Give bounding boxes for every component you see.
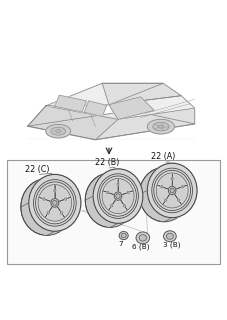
Ellipse shape <box>111 204 113 207</box>
Ellipse shape <box>178 199 180 201</box>
Ellipse shape <box>51 127 66 135</box>
Ellipse shape <box>93 169 143 223</box>
Polygon shape <box>28 110 195 140</box>
Ellipse shape <box>46 124 71 138</box>
Ellipse shape <box>152 168 192 213</box>
Ellipse shape <box>114 192 122 200</box>
Polygon shape <box>109 97 154 119</box>
Ellipse shape <box>161 186 163 188</box>
Ellipse shape <box>47 212 49 214</box>
Polygon shape <box>39 196 52 202</box>
Polygon shape <box>109 96 195 119</box>
Ellipse shape <box>153 122 169 131</box>
Ellipse shape <box>147 163 197 218</box>
Polygon shape <box>57 205 65 218</box>
Polygon shape <box>28 106 118 140</box>
Ellipse shape <box>168 186 176 195</box>
Ellipse shape <box>170 188 174 193</box>
Text: 7: 7 <box>118 241 123 247</box>
Polygon shape <box>58 196 71 202</box>
Ellipse shape <box>51 198 59 207</box>
Ellipse shape <box>98 174 138 219</box>
Polygon shape <box>171 173 173 187</box>
Ellipse shape <box>85 173 135 228</box>
Text: 22 (B): 22 (B) <box>94 158 119 167</box>
Polygon shape <box>102 83 181 105</box>
Ellipse shape <box>165 199 167 201</box>
Text: 22 (C): 22 (C) <box>25 164 49 173</box>
Ellipse shape <box>127 191 129 194</box>
Ellipse shape <box>164 231 176 242</box>
Text: 3 (B): 3 (B) <box>163 241 181 248</box>
Text: 6 (B): 6 (B) <box>132 244 150 250</box>
Polygon shape <box>121 190 133 195</box>
Ellipse shape <box>171 177 173 180</box>
Ellipse shape <box>139 235 147 241</box>
Polygon shape <box>84 101 107 116</box>
Ellipse shape <box>121 233 126 238</box>
Ellipse shape <box>102 179 134 214</box>
Ellipse shape <box>53 200 57 205</box>
Ellipse shape <box>158 125 164 128</box>
Polygon shape <box>162 193 170 205</box>
Polygon shape <box>44 205 53 218</box>
Ellipse shape <box>100 176 136 216</box>
Ellipse shape <box>116 194 120 198</box>
Ellipse shape <box>94 179 131 219</box>
Ellipse shape <box>30 185 69 227</box>
Polygon shape <box>95 108 195 140</box>
Ellipse shape <box>60 212 63 214</box>
Ellipse shape <box>56 130 61 132</box>
Polygon shape <box>54 185 56 199</box>
Polygon shape <box>120 199 128 211</box>
Polygon shape <box>55 95 86 112</box>
Polygon shape <box>175 184 187 190</box>
Bar <box>7 160 220 264</box>
Polygon shape <box>108 199 116 211</box>
Ellipse shape <box>21 179 73 235</box>
Ellipse shape <box>181 186 184 188</box>
Ellipse shape <box>123 204 126 207</box>
Polygon shape <box>46 83 163 106</box>
Ellipse shape <box>119 231 128 240</box>
Ellipse shape <box>147 119 174 134</box>
Ellipse shape <box>156 173 188 208</box>
Ellipse shape <box>166 233 173 239</box>
Polygon shape <box>157 184 169 190</box>
Ellipse shape <box>139 167 189 222</box>
Ellipse shape <box>34 180 76 226</box>
Text: 22 (A): 22 (A) <box>151 152 175 161</box>
Ellipse shape <box>148 173 185 213</box>
Ellipse shape <box>107 191 109 194</box>
Ellipse shape <box>154 170 190 211</box>
Polygon shape <box>174 193 182 205</box>
Ellipse shape <box>65 198 67 200</box>
Ellipse shape <box>117 183 119 185</box>
Polygon shape <box>117 179 119 193</box>
Ellipse shape <box>43 198 45 200</box>
Ellipse shape <box>54 189 56 192</box>
Polygon shape <box>103 190 115 195</box>
Ellipse shape <box>38 185 72 221</box>
Ellipse shape <box>29 174 81 231</box>
Ellipse shape <box>36 182 74 224</box>
Ellipse shape <box>136 232 150 244</box>
